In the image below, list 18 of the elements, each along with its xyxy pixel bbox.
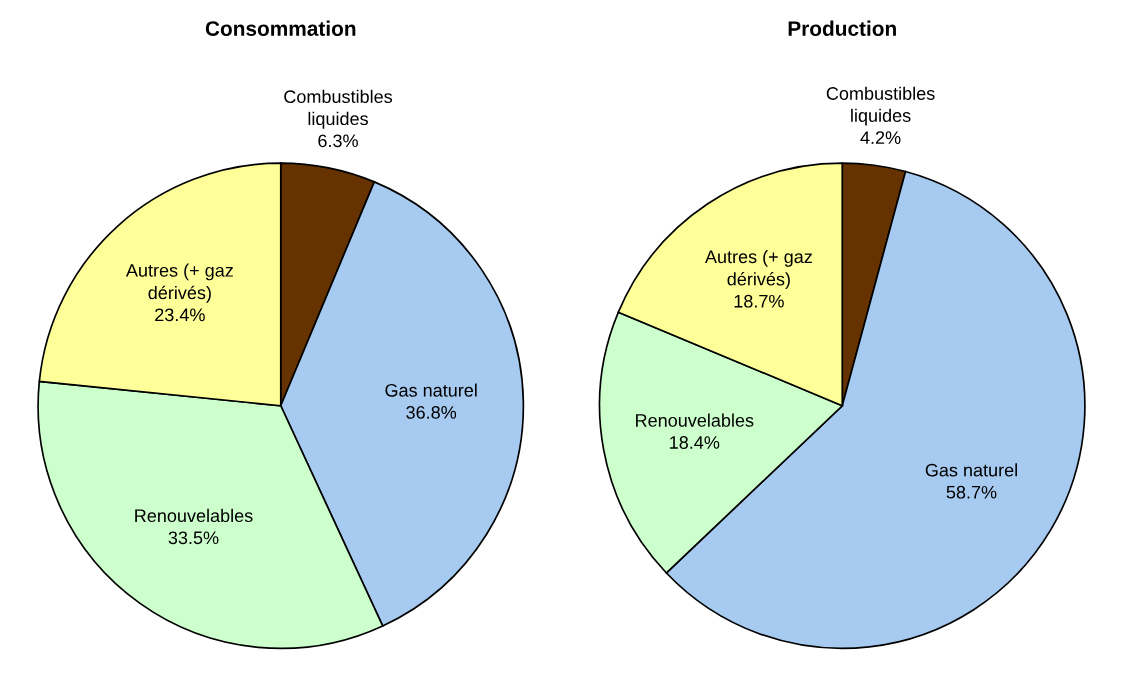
- slice-label: Renouvelables: [636, 413, 754, 427]
- slice-label: Gas naturel: [925, 463, 1017, 477]
- slice-label: Renouvelables: [135, 508, 253, 523]
- slice-label: Autres (+ gaz dérivés): [125, 263, 233, 303]
- slice-label: Gas naturel: [385, 383, 477, 397]
- data-label: 18.4%: [670, 436, 720, 449]
- data-label: 6.3%: [318, 134, 358, 148]
- slice-label: Combustibles liquides: [284, 89, 393, 129]
- data-label: 36.8%: [406, 406, 457, 419]
- chart-title: Consommation: [205, 20, 356, 36]
- slice-label: Autres (+ gaz dérivés): [704, 249, 812, 290]
- data-label: 18.7%: [734, 294, 784, 308]
- data-label: 33.5%: [168, 531, 219, 545]
- data-label: 4.2%: [860, 131, 901, 144]
- slice-label: Combustibles liquides: [826, 86, 935, 126]
- chart-title: Production: [788, 20, 896, 36]
- data-label: 58.7%: [946, 485, 997, 499]
- data-label: 23.4%: [155, 308, 205, 322]
